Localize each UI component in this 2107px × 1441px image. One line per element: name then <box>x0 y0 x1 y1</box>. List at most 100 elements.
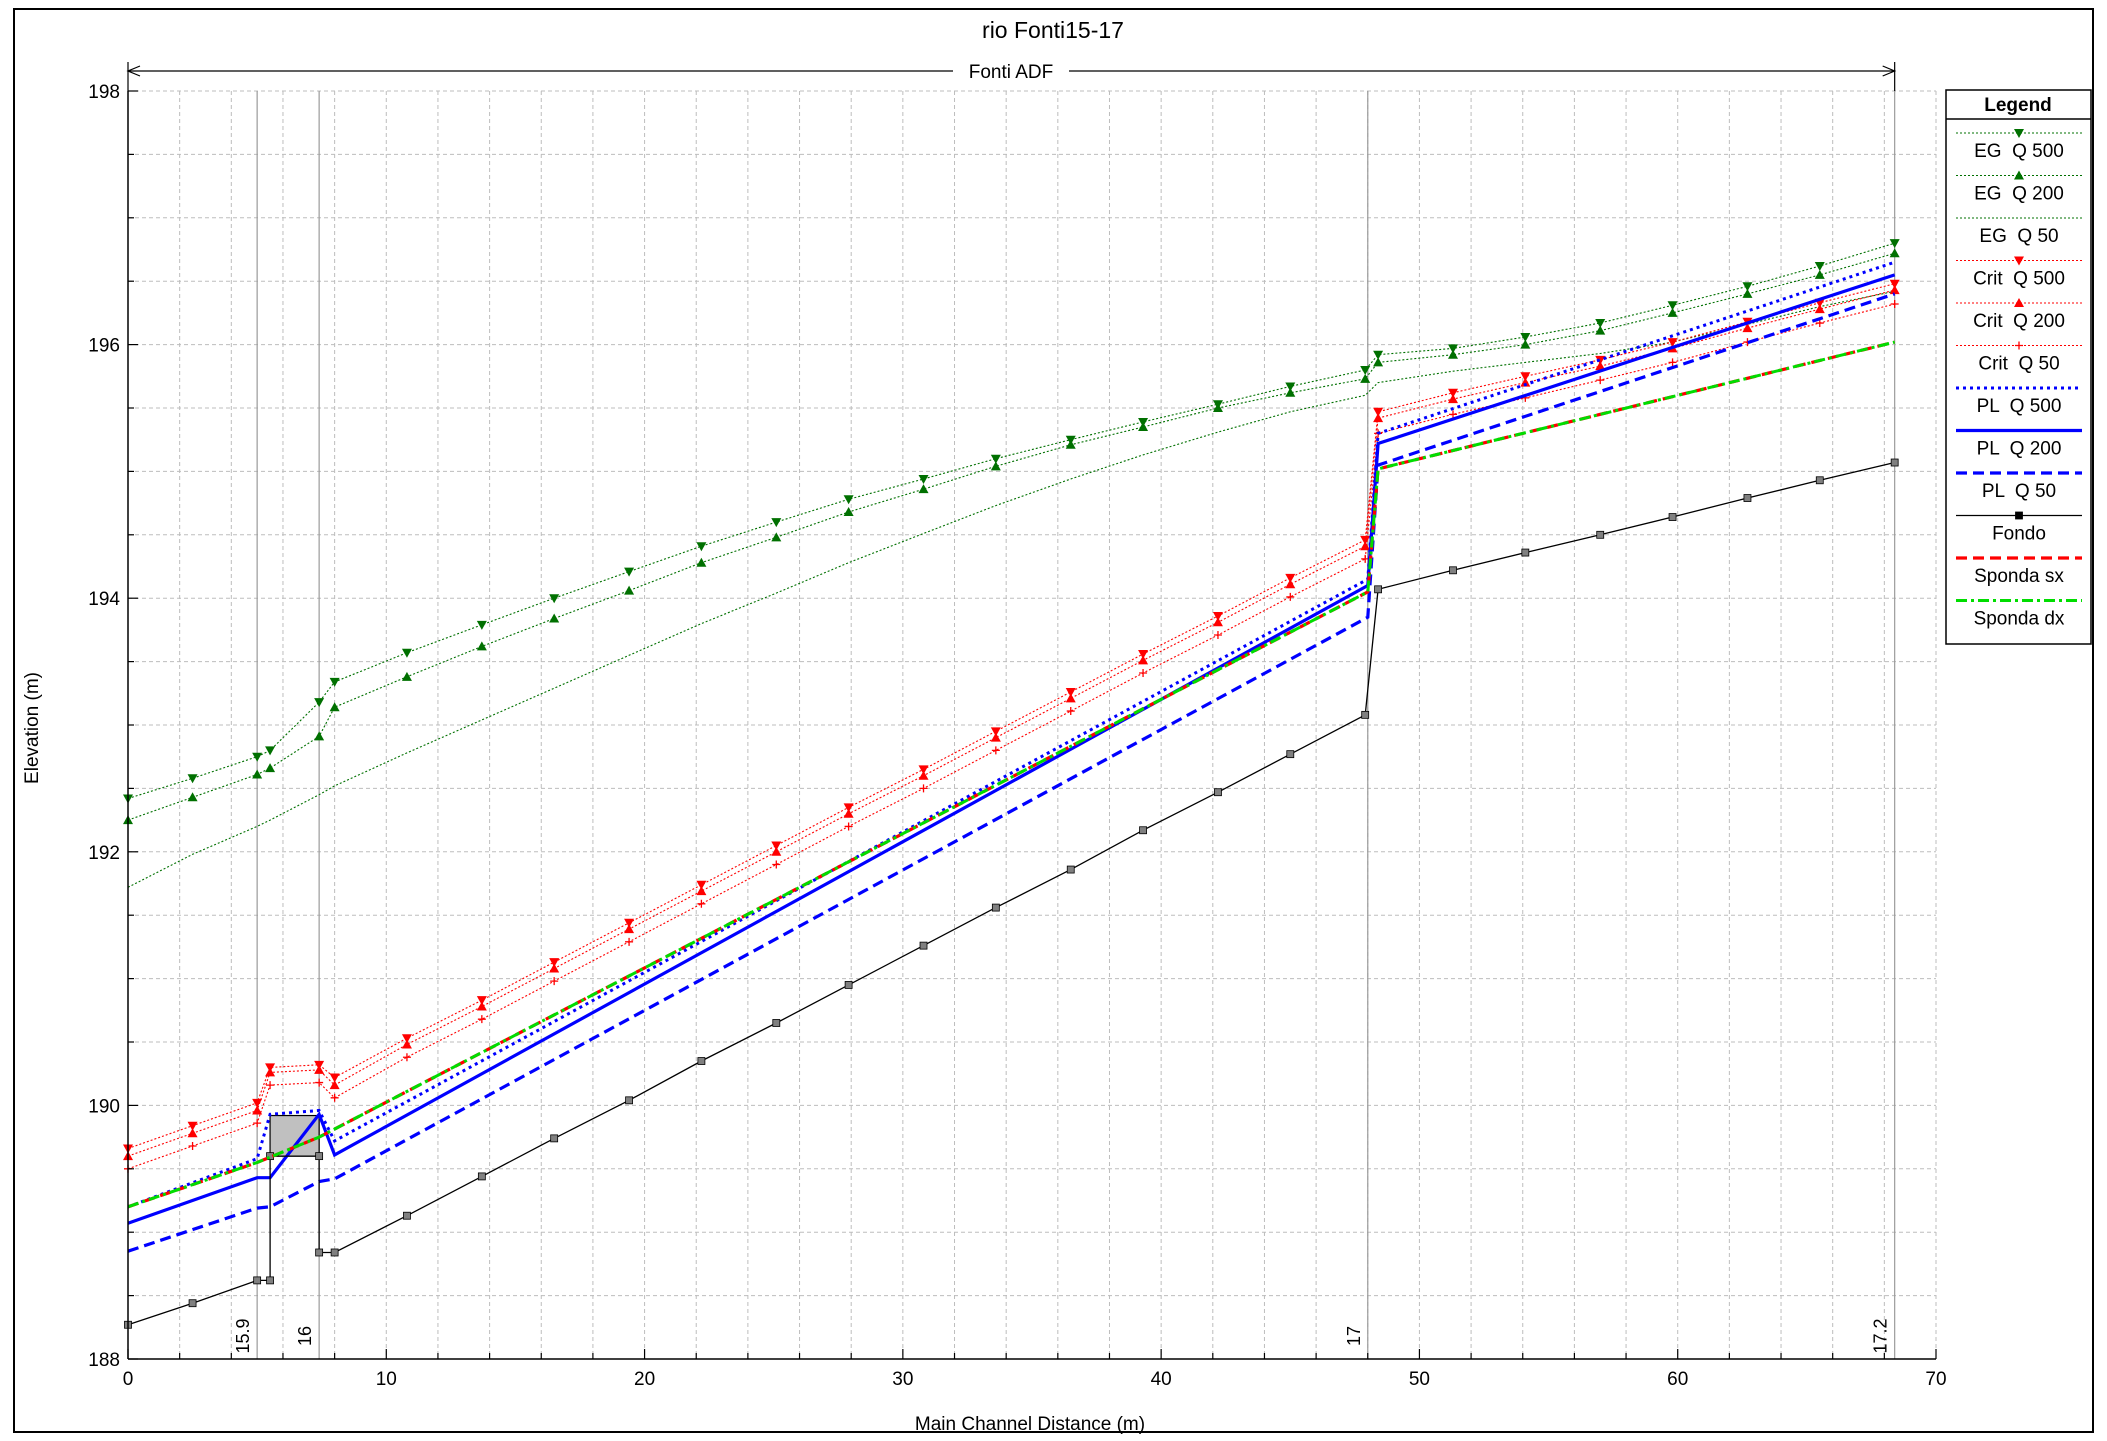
series-marker <box>1668 358 1677 367</box>
series-marker <box>771 841 782 851</box>
series-marker <box>1360 365 1371 375</box>
series-marker <box>401 671 412 681</box>
series-line <box>127 242 1895 800</box>
series-marker <box>1520 332 1531 342</box>
series-marker <box>188 1299 197 1308</box>
legend-entry-label: EG Q 50 <box>1979 226 2058 247</box>
series-marker <box>1889 248 1900 258</box>
series-marker <box>315 1078 324 1087</box>
series-marker <box>266 1276 274 1285</box>
series-marker <box>1285 382 1296 392</box>
series-marker <box>252 1105 263 1115</box>
series-marker <box>253 1276 262 1285</box>
series-marker <box>918 475 929 485</box>
series-marker <box>265 763 276 773</box>
series-marker <box>1212 403 1223 412</box>
series-marker <box>772 860 781 869</box>
series-marker <box>252 769 263 779</box>
series-9 <box>124 458 1899 1329</box>
series-marker <box>919 784 928 793</box>
series-marker <box>1742 282 1753 292</box>
x-tick-label: 20 <box>634 1369 655 1390</box>
series-marker <box>1814 269 1825 279</box>
series-marker <box>188 1141 197 1150</box>
series-marker <box>1448 388 1459 398</box>
series-marker <box>624 567 635 577</box>
x-tick-label: 50 <box>1409 1369 1430 1390</box>
series-marker <box>1212 611 1223 621</box>
series-marker <box>401 1039 412 1049</box>
series-marker <box>549 613 560 623</box>
station-label: 16 <box>295 1326 315 1346</box>
x-tick-label: 0 <box>123 1369 134 1390</box>
series-marker <box>476 641 487 651</box>
series-marker <box>1890 458 1899 467</box>
series-marker <box>329 1073 340 1083</box>
series-marker <box>187 792 198 802</box>
series-marker <box>314 1064 325 1074</box>
series-marker <box>1595 319 1606 329</box>
series-marker <box>990 461 1001 471</box>
series-marker <box>1890 300 1899 309</box>
station-label: 17 <box>1344 1326 1364 1346</box>
legend-entry-label: PL Q 200 <box>1977 439 2062 460</box>
series-marker <box>1373 350 1384 360</box>
series-marker <box>1065 693 1076 703</box>
series-marker <box>329 677 340 687</box>
series-marker <box>1814 304 1825 314</box>
series-marker <box>1595 355 1606 365</box>
series-marker <box>1595 361 1606 371</box>
series-marker <box>1373 413 1384 423</box>
series-marker <box>1138 649 1149 659</box>
series-marker <box>1521 548 1530 557</box>
x-tick-label: 60 <box>1667 1369 1688 1390</box>
series-marker <box>265 1067 276 1077</box>
chart-title: rio Fonti15-17 <box>982 17 1124 43</box>
series-marker <box>918 484 929 494</box>
x-tick-label: 10 <box>376 1369 397 1390</box>
station-label: 17.2 <box>1871 1318 1891 1353</box>
x-tick-label: 30 <box>892 1369 913 1390</box>
legend-entry-label: EG Q 200 <box>1974 184 2064 205</box>
legend-marker <box>2015 511 2023 520</box>
y-tick-label: 194 <box>88 589 120 610</box>
series-marker <box>991 903 1000 912</box>
series-marker <box>187 1121 198 1131</box>
y-tick-label: 198 <box>88 82 120 103</box>
series-marker <box>1889 239 1900 249</box>
series-marker <box>550 1134 559 1143</box>
series-line <box>127 303 1895 1170</box>
legend-marker <box>2014 256 2024 266</box>
series-marker <box>625 1096 633 1105</box>
series-marker <box>402 1053 411 1062</box>
series-marker <box>696 886 707 896</box>
series-marker <box>624 585 635 595</box>
series-marker <box>329 1080 340 1090</box>
series-marker <box>1889 285 1900 295</box>
series-marker <box>1285 387 1296 397</box>
series-marker <box>1742 288 1753 298</box>
series-marker <box>330 1093 339 1102</box>
series-marker <box>1449 410 1458 419</box>
series-marker <box>187 774 198 784</box>
series-marker <box>844 981 853 989</box>
series-marker <box>1742 323 1753 333</box>
series-marker <box>1448 349 1459 359</box>
series-marker <box>990 727 1001 737</box>
legend-entry-label: Sponda dx <box>1974 609 2065 630</box>
series-marker <box>991 746 1000 755</box>
series-marker <box>252 752 263 762</box>
series-marker <box>1138 655 1149 665</box>
series-marker <box>1286 750 1295 759</box>
series-marker <box>477 1172 486 1181</box>
legend-entry-label: Crit Q 500 <box>1973 269 2065 290</box>
series-marker <box>697 899 706 908</box>
series-marker <box>1520 372 1531 382</box>
series-marker <box>253 1119 262 1128</box>
series-marker <box>314 698 325 708</box>
x-tick-label: 40 <box>1151 1369 1172 1390</box>
legend-marker <box>2015 341 2023 350</box>
x-axis-label: Main Channel Distance (m) <box>915 1414 1145 1435</box>
series-marker <box>315 1152 324 1161</box>
series-marker <box>549 963 560 973</box>
